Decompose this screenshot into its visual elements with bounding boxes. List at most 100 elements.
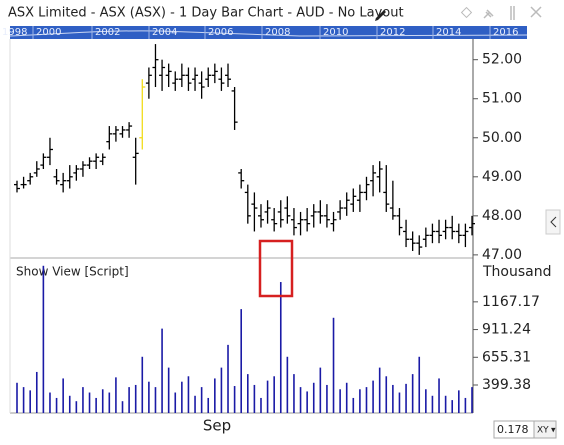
pin-icon[interactable] xyxy=(483,9,494,19)
volume-bar xyxy=(345,382,348,413)
side-tab-arrow xyxy=(550,216,557,228)
volume-bar xyxy=(55,397,58,413)
volume-bar xyxy=(167,367,170,413)
y-tick-label: 1167.17 xyxy=(482,294,540,310)
mode-label: XY xyxy=(537,426,549,436)
volume-bar xyxy=(194,395,196,413)
volume-bar xyxy=(458,390,460,413)
volume-bar xyxy=(444,395,447,413)
volume-bar xyxy=(42,265,45,413)
volume-bar xyxy=(227,344,229,413)
volume-bar xyxy=(187,376,190,413)
volume-bar xyxy=(134,384,137,413)
volume-bar xyxy=(260,397,262,413)
volume-bar xyxy=(154,387,157,413)
y-tick-label: 49.00 xyxy=(482,169,522,185)
volume-bar xyxy=(339,389,341,413)
volume-bar xyxy=(101,389,104,413)
volume-bar xyxy=(141,356,144,413)
volume-bar xyxy=(405,383,407,413)
volume-bar xyxy=(365,387,368,413)
volume-bar xyxy=(22,387,25,413)
y-tick-label: 655.31 xyxy=(482,349,531,365)
settings-icon[interactable] xyxy=(510,6,515,20)
y-tick-label: 52.00 xyxy=(482,52,522,68)
volume-bar xyxy=(471,387,473,413)
volume-bar xyxy=(286,356,289,413)
annotation-box xyxy=(258,239,294,298)
volume-bar xyxy=(438,378,440,413)
volume-bar xyxy=(200,387,203,413)
volume-bar xyxy=(464,397,467,413)
volume-bar xyxy=(266,380,269,413)
volume-bar xyxy=(82,387,84,413)
volume-bar xyxy=(306,391,308,413)
volume-bar xyxy=(385,376,388,413)
volume-bar xyxy=(253,384,256,413)
volume-bar xyxy=(148,381,150,413)
volume-bar xyxy=(372,380,374,413)
navigator-label: 2010 xyxy=(323,27,348,38)
volume-bar xyxy=(425,389,427,413)
volume-bar xyxy=(95,397,97,413)
volume-bar xyxy=(332,317,335,413)
volume-bar xyxy=(431,395,434,413)
volume-bar xyxy=(29,390,31,413)
volume-bar xyxy=(312,382,315,413)
y-tick-label: 51.00 xyxy=(482,91,522,107)
volume-bar xyxy=(161,328,163,413)
volume-bar xyxy=(49,392,51,413)
volume-bar xyxy=(411,374,414,413)
volume-bar xyxy=(75,401,78,413)
volume-bar xyxy=(62,378,64,413)
volume-bar xyxy=(319,367,322,413)
volume-bar xyxy=(35,371,38,413)
volume-bar xyxy=(293,374,295,413)
volume-bar xyxy=(279,282,282,413)
window-title: ASX Limited - ASX (ASX) - 1 Day Bar Char… xyxy=(8,6,404,21)
volume-bar xyxy=(378,367,381,413)
x-tick-label: Sep xyxy=(203,417,231,435)
volume-bar xyxy=(174,392,177,413)
navigator-label: 1998 xyxy=(2,27,27,38)
y-tick-label: 48.00 xyxy=(482,208,522,224)
edit-icon[interactable] xyxy=(375,10,386,21)
navigator-label: 2008 xyxy=(265,27,290,38)
volume-bar xyxy=(220,367,223,413)
volume-bar xyxy=(16,382,18,413)
volume-bar xyxy=(246,374,249,413)
navigator-label: 2006 xyxy=(208,27,233,38)
volume-bar xyxy=(233,386,236,413)
close-icon[interactable] xyxy=(530,6,542,18)
volume-bar xyxy=(359,389,361,413)
volume-bar xyxy=(273,376,275,413)
navigator-line xyxy=(9,30,528,37)
axis-unit: Thousand xyxy=(482,264,552,280)
y-tick-label: 911.24 xyxy=(482,322,531,338)
y-tick-label: 399.38 xyxy=(482,377,531,393)
volume-bar xyxy=(108,392,111,413)
side-tab[interactable] xyxy=(545,209,561,235)
volume-bar xyxy=(128,387,130,413)
navigator-label: 2002 xyxy=(95,27,120,38)
navigator-label: 2004 xyxy=(152,27,177,38)
volume-bar xyxy=(299,387,302,413)
navigator-label: 2014 xyxy=(436,27,461,38)
mode-button[interactable] xyxy=(533,420,557,439)
diamond-icon[interactable] xyxy=(460,6,473,19)
volume-bar xyxy=(115,377,117,413)
volume-bar xyxy=(398,392,401,413)
volume-bar xyxy=(68,395,71,413)
pane-title: Show View [Script] xyxy=(16,265,129,279)
status-value: 0.178 xyxy=(497,423,529,436)
navigator-label: 2012 xyxy=(380,27,405,38)
volume-bar xyxy=(451,400,454,413)
volume-bar xyxy=(214,378,216,413)
mode-arrow: ▾ xyxy=(551,426,556,436)
y-tick-label: 50.00 xyxy=(482,130,522,146)
navigator-label: 2016 xyxy=(493,27,518,38)
volume-bar xyxy=(326,384,328,413)
volume-bar xyxy=(121,401,124,413)
